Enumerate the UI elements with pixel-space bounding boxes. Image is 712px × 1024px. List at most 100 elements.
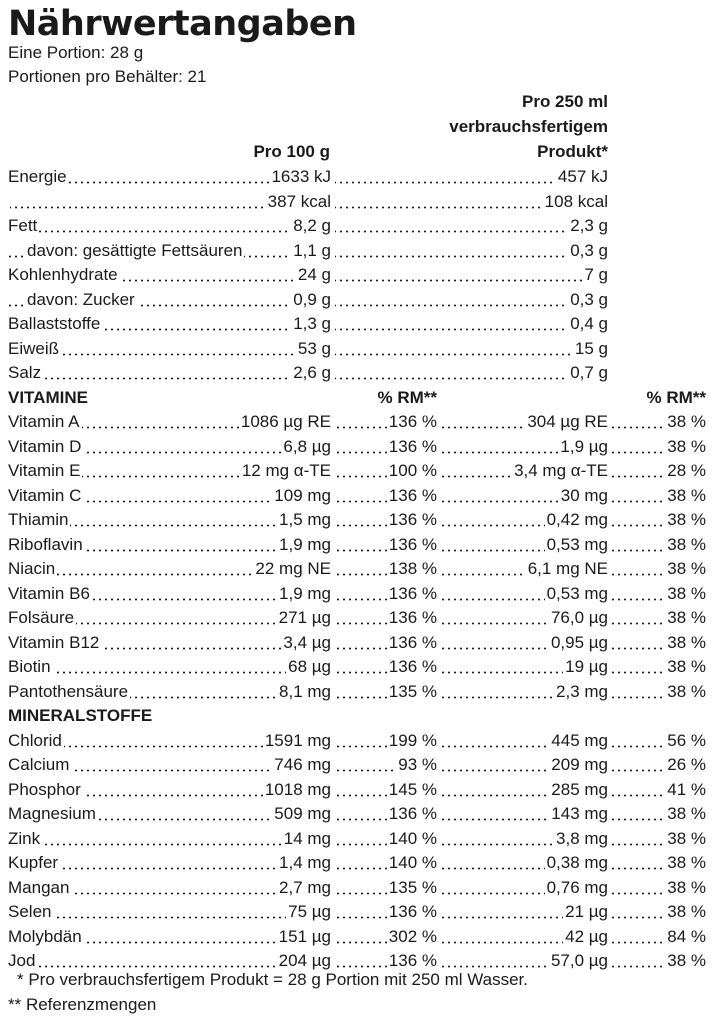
- value-per-100g: 204 µg: [276, 951, 331, 970]
- rm-per-250ml: 38 %: [665, 534, 706, 554]
- leader-dots: [8, 303, 331, 307]
- rm-per-100g: 93 %: [396, 755, 437, 774]
- rm-per-100g: 136 %: [386, 951, 437, 970]
- nutrient-label: Jod: [8, 951, 38, 970]
- leader-dots: [335, 842, 437, 846]
- leader-dots: [335, 426, 437, 429]
- leader-dots: [612, 867, 706, 870]
- leader-dots: [441, 818, 608, 821]
- leader-dots: [612, 793, 706, 797]
- leader-dots: [612, 671, 706, 674]
- value-per-250ml: 42 µg: [563, 926, 608, 946]
- leader-dots: [335, 793, 437, 797]
- rm-per-250ml: 28 %: [665, 461, 706, 480]
- value-per-250ml: 285 mg: [549, 779, 608, 799]
- leader-dots: [441, 842, 608, 846]
- table-row: davon: Zucker 0,9 g 0,3 g: [0, 288, 712, 313]
- table-row: Fett 8,2 g 2,3 g: [0, 214, 712, 239]
- rm-per-250ml: 38 %: [665, 657, 706, 676]
- value-per-100g: 1,3 g: [291, 314, 331, 333]
- value-per-100g: 0,9 g: [291, 289, 331, 309]
- rm-per-250ml: 41 %: [665, 779, 706, 799]
- value-per-100g: 1591 mg: [262, 730, 331, 750]
- rm-per-100g: 136 %: [386, 632, 437, 652]
- leader-dots: [8, 230, 331, 233]
- leader-dots: [8, 573, 331, 576]
- leader-dots: [335, 891, 437, 895]
- leader-dots: [612, 940, 706, 944]
- nutrient-label: Pantothensäure: [8, 681, 131, 701]
- table-row: Salz 2,6 g 0,7 g: [0, 361, 712, 386]
- leader-dots: [612, 548, 706, 552]
- table-row: Biotin 68 µg 136 % 19 µg 38 %: [0, 655, 712, 680]
- value-per-250ml: 15 g: [572, 338, 608, 358]
- rm-per-100g: 136 %: [386, 485, 437, 505]
- leader-dots: [8, 818, 331, 821]
- leader-dots: [441, 646, 608, 650]
- nutrient-label: Selen: [8, 902, 54, 921]
- leader-dots: [8, 940, 331, 944]
- value-per-100g: 68 µg: [286, 657, 331, 676]
- table-row: Kupfer 1,4 mg 140 % 0,38 mg 38 %: [0, 851, 712, 876]
- value-per-100g: 6,8 µg: [281, 436, 331, 456]
- leader-dots: [441, 940, 608, 944]
- nutrient-label: Vitamin B6: [8, 583, 92, 603]
- table-row: Thiamin 1,5 mg 136 % 0,42 mg 38 %: [0, 508, 712, 533]
- nutrient-label: Niacin: [8, 559, 58, 578]
- leader-dots: [335, 230, 608, 233]
- rm-per-100g: 136 %: [386, 583, 437, 603]
- table-row: Niacin 22 mg NE 138 % 6,1 mg NE 38 %: [0, 557, 712, 582]
- value-per-250ml: 0,4 g: [568, 314, 608, 333]
- leader-dots: [441, 426, 608, 429]
- value-per-250ml: 0,38 mg: [544, 853, 608, 872]
- leader-dots: [335, 671, 437, 674]
- nutrient-label: Vitamin A: [8, 412, 82, 431]
- leader-dots: [612, 450, 706, 454]
- leader-dots: [441, 450, 608, 454]
- value-per-250ml: 21 µg: [563, 902, 608, 921]
- leader-dots: [612, 916, 706, 919]
- leader-dots: [612, 965, 706, 968]
- value-per-100g: 1,9 mg: [277, 583, 331, 603]
- table-row: Phosphor 1018 mg 145 % 285 mg 41 %: [0, 778, 712, 803]
- table-row: Eiweiß 53 g 15 g: [0, 337, 712, 362]
- nutrient-label: Kohlenhydrate: [8, 265, 120, 284]
- leader-dots: [612, 524, 706, 527]
- rm-per-250ml: 38 %: [665, 902, 706, 921]
- rm-per-100g: 138 %: [386, 559, 437, 578]
- value-per-100g: 1,1 g: [291, 240, 331, 260]
- value-per-250ml: 76,0 µg: [548, 608, 608, 627]
- leader-dots: [8, 867, 331, 870]
- nutrient-label: Fett: [8, 216, 40, 235]
- value-per-100g: 1633 kJ: [269, 167, 331, 186]
- leader-dots: [441, 573, 608, 576]
- leader-dots: [8, 597, 331, 601]
- value-per-100g: 75 µg: [286, 902, 331, 921]
- value-per-250ml: 209 mg: [549, 755, 608, 774]
- rm-per-250ml: 38 %: [665, 828, 706, 848]
- value-per-250ml: 3,4 mg α-TE: [512, 461, 608, 480]
- rm-per-250ml: 38 %: [665, 951, 706, 970]
- rm-per-100g: 199 %: [386, 730, 437, 750]
- value-per-100g: 22 mg NE: [253, 559, 331, 578]
- table-row: Pantothensäure 8,1 mg 135 % 2,3 mg 38 %: [0, 680, 712, 705]
- leader-dots: [8, 891, 331, 895]
- value-per-250ml: 3,8 mg: [554, 828, 608, 848]
- nutrient-label: Thiamin: [8, 510, 71, 529]
- value-per-100g: 1,9 mg: [277, 534, 331, 554]
- table-row: Vitamin A 1086 µg RE 136 % 304 µg RE 38 %: [0, 410, 712, 435]
- header-per250ml-line3: Produkt*: [537, 142, 608, 161]
- value-per-100g: 14 mg: [281, 828, 331, 848]
- header-per250ml-line1: Pro 250 ml: [522, 92, 608, 111]
- value-per-250ml: 304 µg RE: [525, 412, 608, 431]
- nutrient-label: davon: gesättigte Fettsäuren: [27, 240, 245, 260]
- leader-dots: [441, 548, 608, 552]
- table-row: Kohlenhydrate 24 g 7 g: [0, 263, 712, 288]
- table-row: Selen 75 µg 136 % 21 µg 38 %: [0, 900, 712, 925]
- leader-dots: [612, 499, 706, 503]
- leader-dots: [335, 279, 608, 282]
- value-per-100g: 12 mg α-TE: [239, 461, 331, 480]
- value-per-100g: 8,1 mg: [277, 681, 331, 701]
- rm-per-100g: 302 %: [386, 926, 437, 946]
- table-row: Ballaststoffe 1,3 g 0,4 g: [0, 312, 712, 337]
